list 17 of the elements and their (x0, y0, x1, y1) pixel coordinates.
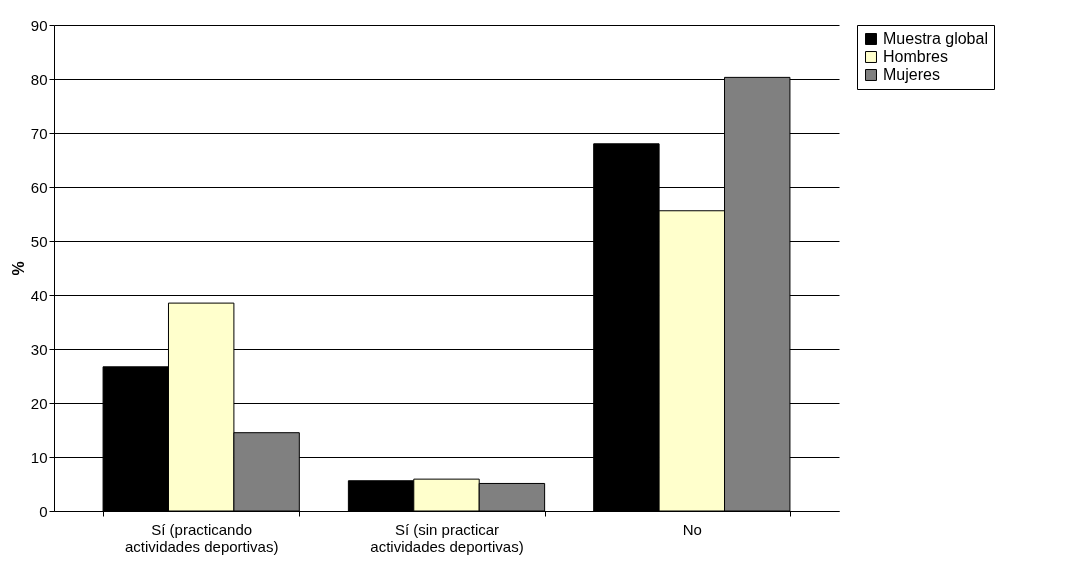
y-tick-label: 40 (30, 286, 48, 304)
y-tick-label: 60 (30, 178, 48, 196)
legend-label: Hombres (883, 48, 948, 65)
x-tick-label: Sí (practicando actividades deportivas) (124, 520, 279, 555)
y-tick-label: 90 (30, 16, 48, 34)
y-axis-title: % (9, 261, 27, 276)
y-tick-label: 70 (30, 124, 48, 142)
legend-label: Muestra global (883, 30, 988, 47)
y-tick-label: 10 (30, 448, 48, 466)
y-tick-label: 80 (30, 70, 48, 88)
y-tick-label: 0 (39, 502, 48, 520)
x-tick-label: Sí (sin practicar actividades deportivas) (370, 520, 524, 555)
y-tick-label: 50 (30, 232, 48, 250)
y-tick-label: 30 (30, 340, 48, 358)
legend-label: Mujeres (883, 66, 940, 83)
x-tick-label: No (682, 520, 702, 538)
y-tick-label: 20 (30, 394, 48, 412)
